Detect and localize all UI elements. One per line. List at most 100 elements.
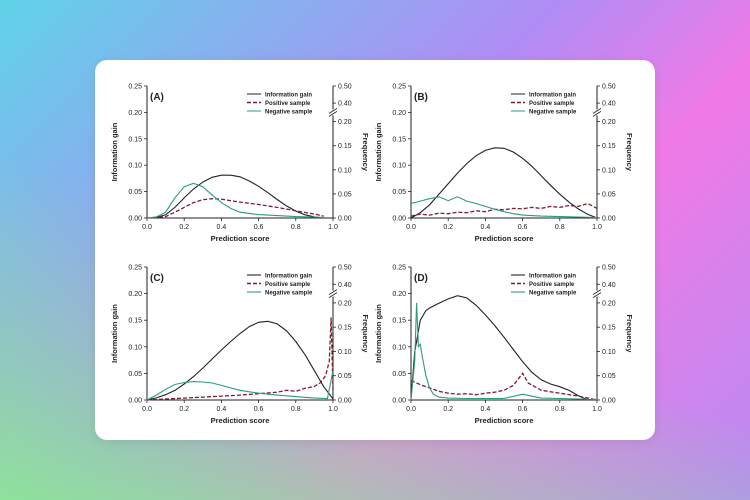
y-right-tick-label: 0.50	[338, 84, 352, 91]
x-tick-label: 0.4	[217, 406, 227, 413]
y-right-tick-label: 0.40	[602, 282, 616, 289]
y-right-tick-label: 0.50	[338, 265, 352, 272]
y-right-tick-label: 0.15	[338, 325, 352, 332]
x-axis-label: Prediction score	[211, 416, 270, 425]
y-left-tick-label: 0.25	[392, 84, 406, 91]
y-right-tick-label: 0.05	[338, 191, 352, 198]
series-line-information-gain	[146, 320, 334, 401]
y-right-tick-label: 0.20	[338, 119, 352, 126]
x-tick-label: 1.0	[592, 224, 602, 231]
axis-break-mark	[592, 111, 602, 117]
y-right-tick-label: 0.00	[338, 216, 352, 223]
y-right-tick-label: 0.10	[338, 349, 352, 356]
y-left-tick-label: 0.05	[392, 371, 406, 378]
x-tick-label: 0.4	[481, 406, 491, 413]
series-line-negative-sample	[410, 196, 598, 219]
x-tick-label: 0.2	[443, 406, 453, 413]
axis-break-gap	[593, 290, 601, 297]
legend-entry: Information gain	[529, 274, 576, 280]
y-right-tick-label: 0.20	[602, 300, 616, 307]
x-tick-label: 0.8	[291, 406, 301, 413]
x-tick-label: 0.6	[518, 224, 528, 231]
y-right-axis-label: Frequency	[361, 133, 370, 172]
x-tick-label: 0.4	[217, 224, 227, 231]
y-left-tick-label: 0.10	[392, 163, 406, 170]
y-left-tick-label: 0.05	[128, 371, 142, 378]
x-tick-label: 0.8	[555, 406, 565, 413]
x-axis-label: Prediction score	[211, 234, 270, 243]
y-left-tick-label: 0.20	[392, 291, 406, 298]
axis-break-mark	[328, 108, 338, 114]
series-line-negative-sample	[146, 370, 334, 401]
figure-card: 0.0 0.2 0.4 0.6 0.8 1.0 0.00 0.05 0.10 0.15 0.20 0.…	[95, 60, 655, 440]
y-right-axis-label: Frequency	[625, 133, 634, 172]
x-tick-label: 1.0	[328, 406, 338, 413]
x-tick-label: 0.0	[142, 224, 152, 231]
panel-label: (C)	[150, 273, 164, 284]
axis-break-gap	[593, 109, 601, 116]
x-tick-label: 0.8	[555, 224, 565, 231]
axis-break-mark	[592, 108, 602, 114]
y-right-tick-label: 0.10	[602, 349, 616, 356]
y-left-tick-label: 0.15	[128, 136, 142, 143]
x-tick-label: 0.2	[443, 224, 453, 231]
y-left-axis-label: Information gain	[110, 122, 119, 181]
y-left-tick-label: 0.25	[128, 265, 142, 272]
y-right-tick-label: 0.20	[338, 300, 352, 307]
x-tick-label: 0.6	[254, 224, 264, 231]
y-right-tick-label: 0.05	[338, 373, 352, 380]
series-line-positive-sample	[146, 317, 334, 401]
y-right-tick-label: 0.15	[338, 143, 352, 150]
y-right-tick-label: 0.15	[602, 325, 616, 332]
x-tick-label: 0.8	[291, 224, 301, 231]
y-left-tick-label: 0.20	[128, 291, 142, 298]
x-tick-label: 0.0	[142, 406, 152, 413]
y-left-tick-label: 0.10	[392, 344, 406, 351]
x-tick-label: 0.2	[179, 224, 189, 231]
legend-entry: Information gain	[265, 274, 312, 280]
series-line-negative-sample	[146, 182, 324, 219]
legend-entry: Positive sample	[529, 282, 575, 288]
y-left-tick-label: 0.15	[128, 318, 142, 325]
legend-entry: Negative sample	[265, 110, 313, 116]
y-right-tick-label: 0.50	[602, 265, 616, 272]
y-right-tick-label: 0.00	[338, 398, 352, 405]
panel-label: (D)	[414, 273, 428, 284]
chart-panel-1: 0.0 0.2 0.4 0.6 0.8 1.00.00 0.05 0.10 0.15 0.20 0.…	[110, 84, 370, 244]
y-left-axis-label: Information gain	[110, 304, 119, 363]
legend-entry: Information gain	[265, 93, 312, 99]
y-left-tick-label: 0.00	[128, 398, 142, 405]
x-axis-label: Prediction score	[475, 416, 534, 425]
axis-break-gap	[329, 290, 337, 297]
x-axis-label: Prediction score	[475, 234, 534, 243]
series-line-positive-sample	[146, 198, 324, 219]
y-right-tick-label: 0.10	[602, 167, 616, 174]
y-left-axis-label: Information gain	[374, 122, 383, 181]
x-tick-label: 0.6	[254, 406, 264, 413]
y-left-tick-label: 0.20	[128, 110, 142, 117]
legend-entry: Positive sample	[265, 101, 311, 107]
y-left-tick-label: 0.15	[392, 136, 406, 143]
y-right-tick-label: 0.05	[602, 191, 616, 198]
series-line-positive-sample	[410, 202, 598, 217]
axis-break-gap	[329, 109, 337, 116]
y-right-tick-label: 0.10	[338, 167, 352, 174]
figure-svg: 0.0 0.2 0.4 0.6 0.8 1.00.000.050.100.150.200.…	[110, 84, 634, 426]
y-right-tick-label: 0.05	[602, 373, 616, 380]
y-left-tick-label: 0.00	[392, 216, 406, 223]
series-line-negative-sample	[410, 302, 598, 401]
legend-entry: Positive sample	[529, 101, 575, 107]
y-left-tick-label: 0.25	[128, 84, 142, 91]
series-line-positive-sample	[410, 372, 598, 401]
legend-entry: Information gain	[529, 93, 576, 99]
y-left-tick-label: 0.05	[128, 189, 142, 196]
axis-break-mark	[592, 292, 602, 298]
x-tick-label: 0.0	[406, 406, 416, 413]
series-line-information-gain	[410, 147, 598, 219]
y-left-tick-label: 0.10	[128, 344, 142, 351]
y-right-tick-label: 0.20	[602, 119, 616, 126]
y-right-axis-label: Frequency	[625, 315, 634, 354]
y-left-tick-label: 0.00	[392, 398, 406, 405]
x-tick-label: 1.0	[328, 224, 338, 231]
y-right-axis-label: Frequency	[361, 315, 370, 354]
